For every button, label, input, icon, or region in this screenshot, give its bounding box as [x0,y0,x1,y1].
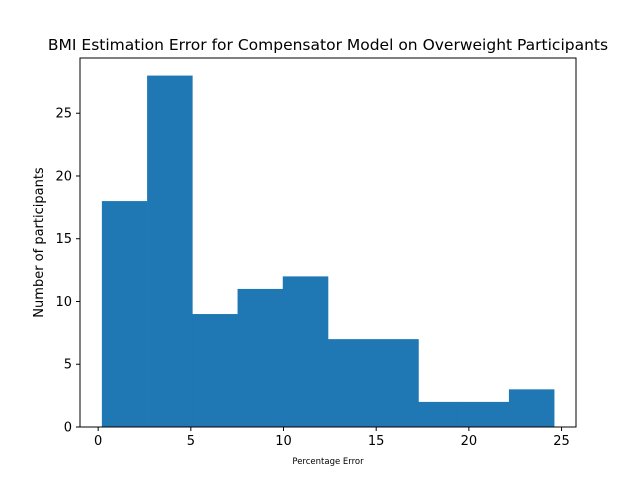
histogram-bar [237,288,284,427]
histogram-bar [373,339,419,427]
x-tick-label: 10 [275,434,292,449]
y-axis-label: Number of participants [32,167,47,318]
y-tick-label: 15 [55,232,72,247]
x-tick-label: 20 [461,434,478,449]
chart-title: BMI Estimation Error for Compensator Mod… [48,36,608,54]
x-tick-label: 0 [94,434,102,449]
bars-group [101,75,555,428]
plot-frame [79,57,577,428]
x-tick-label: 15 [368,434,385,449]
histogram-bar [508,389,555,427]
histogram-bar [101,201,148,427]
x-tick-label: 5 [187,434,195,449]
histogram-bar [147,75,193,428]
histogram-bar [328,339,374,427]
y-tick-label: 20 [55,169,72,184]
y-tick-label: 0 [64,421,72,436]
histogram-bar [282,276,329,427]
histogram-bar [463,401,510,427]
y-tick-label: 5 [64,358,72,373]
y-tick-label: 10 [55,295,72,310]
x-axis-label: Percentage Error [292,457,364,467]
histogram-bar [418,401,464,427]
x-axis: 0 5 10 15 20 25 [94,427,570,449]
y-tick-label: 25 [55,107,72,122]
y-axis: 0 5 10 15 20 25 [55,107,80,436]
x-tick-label: 25 [553,434,570,449]
histogram-bar [192,314,238,427]
